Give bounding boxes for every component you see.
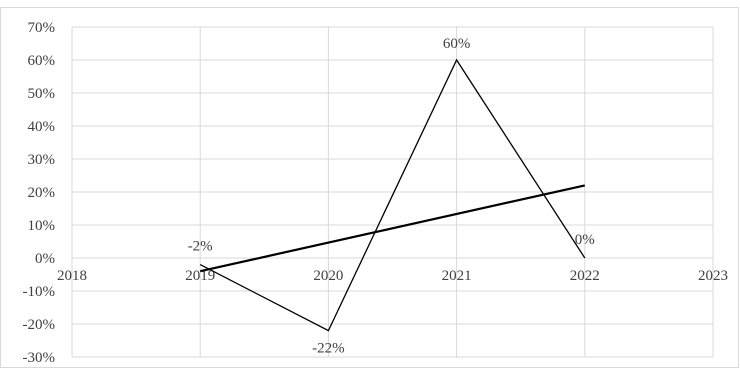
y-tick-label: 60%	[28, 53, 56, 69]
data-label: 60%	[443, 36, 471, 52]
x-tick-label: 2018	[57, 268, 87, 284]
y-tick-label: 10%	[28, 218, 56, 234]
trendline-layer	[199, 184, 586, 273]
data-label: -22%	[312, 341, 345, 357]
y-tick-label: 70%	[28, 20, 56, 36]
chart-border	[0, 7, 739, 368]
gridlines	[71, 26, 714, 358]
y-tick-label: -20%	[23, 317, 56, 333]
x-tick-label: 2020	[313, 268, 343, 284]
series-line	[199, 58, 586, 332]
y-tick-label: -10%	[23, 284, 56, 300]
data-labels: -2% -22% 60% 0%	[188, 36, 595, 357]
x-axis-tick-labels: 2018 2019 2020 2021 2022 2023	[57, 268, 728, 284]
y-axis-tick-labels: 70% 60% 50% 40% 30% 20% 10% 0% -10% -20% -30%	[23, 20, 56, 366]
data-label: -2%	[188, 239, 213, 255]
data-label: 0%	[575, 232, 595, 248]
y-tick-label: 0%	[35, 251, 55, 267]
y-tick-label: 50%	[28, 86, 56, 102]
x-tick-label: 2021	[442, 268, 472, 284]
data-series	[199, 58, 586, 332]
y-tick-label: 40%	[28, 119, 56, 135]
y-tick-label: 30%	[28, 152, 56, 168]
x-tick-label: 2019	[185, 268, 215, 284]
x-tick-label: 2022	[570, 268, 600, 284]
trendline	[199, 184, 586, 273]
y-tick-label: -30%	[23, 350, 56, 366]
y-tick-label: 20%	[28, 185, 56, 201]
x-tick-label: 2023	[698, 268, 728, 284]
